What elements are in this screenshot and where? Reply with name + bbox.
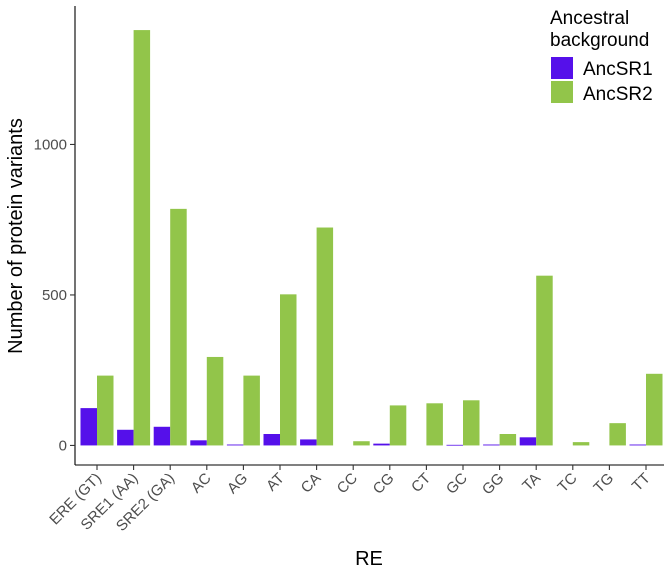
bar-ancsr1-8	[373, 443, 390, 446]
x-tick-label: GG	[479, 470, 508, 499]
x-tick-label: CA	[298, 470, 325, 497]
x-tick-label: TC	[554, 470, 580, 496]
bar-ancsr1-6	[300, 439, 317, 446]
bar-ancsr2-7	[353, 441, 370, 446]
bar-ancsr2-4	[243, 375, 260, 446]
bar-ancsr1-11	[483, 444, 500, 446]
bar-ancsr2-14	[609, 423, 626, 446]
x-ticks: ERE (GT)SRE1 (AA)SRE2 (GA) AC AG AT CA CC CG CT…	[46, 465, 654, 535]
legend-title-line-2: background	[550, 30, 649, 51]
y-axis-title: Number of protein variants	[5, 118, 27, 354]
x-axis: ERE (GT)SRE1 (AA)SRE2 (GA) AC AG AT CA CC CG CT…	[46, 464, 664, 535]
x-tick-label: CT	[408, 470, 434, 496]
y-tick-label: 0	[59, 437, 67, 454]
bar-ancsr2-3	[206, 356, 224, 446]
bar-ancsr1-2	[153, 426, 171, 446]
x-tick-label: AT	[263, 470, 288, 495]
y-tick-label: 500	[42, 287, 67, 304]
y-ticks: 0 500 1000	[34, 136, 75, 454]
bar-ancsr1-10	[446, 444, 463, 446]
bar-ancsr2-15	[646, 373, 663, 446]
legend-swatch-ancsr2	[551, 81, 573, 103]
bar-ancsr1-5	[263, 434, 280, 446]
bar-ancsr2-1	[133, 30, 151, 446]
y-tick-label: 1000	[34, 136, 67, 153]
legend: Ancestral background AncSR1 AncSR2	[550, 8, 653, 105]
bar-ancsr2-2	[170, 208, 187, 446]
legend-swatch-ancsr1	[551, 57, 573, 79]
bar-ancsr2-10	[463, 400, 480, 446]
bar-ancsr1-15	[629, 444, 646, 446]
bar-ancsr2-12	[536, 275, 553, 446]
bar-ancsr1-12	[519, 437, 537, 446]
x-axis-title: RE	[355, 548, 383, 570]
bar-ancsr2-13	[572, 442, 590, 446]
legend-title-line-1: Ancestral	[550, 8, 629, 29]
plot-bars	[80, 30, 663, 446]
x-tick-label: TG	[590, 470, 617, 497]
x-tick-label: CC	[334, 470, 361, 497]
bar-ancsr1-0	[80, 408, 97, 446]
legend-label-ancsr2: AncSR2	[583, 84, 653, 105]
x-tick-label: TA	[519, 470, 544, 495]
bar-ancsr2-5	[280, 294, 297, 446]
y-axis: 0 500 1000	[34, 6, 76, 465]
bar-ancsr1-3	[190, 440, 207, 446]
x-tick-label: AC	[188, 470, 215, 497]
x-tick-label: AG	[224, 470, 251, 497]
bar-ancsr2-0	[97, 375, 114, 446]
bar-ancsr1-1	[117, 429, 134, 446]
x-tick-label: GC	[443, 470, 471, 498]
bar-ancsr2-8	[389, 405, 407, 446]
bar-ancsr2-11	[499, 434, 517, 446]
x-tick-label: CG	[370, 470, 398, 498]
bar-ancsr2-9	[426, 403, 443, 446]
bar-ancsr2-6	[316, 227, 334, 446]
bar-ancsr1-4	[226, 444, 244, 446]
legend-label-ancsr1: AncSR1	[583, 59, 653, 80]
x-tick-label: TT	[629, 470, 654, 495]
